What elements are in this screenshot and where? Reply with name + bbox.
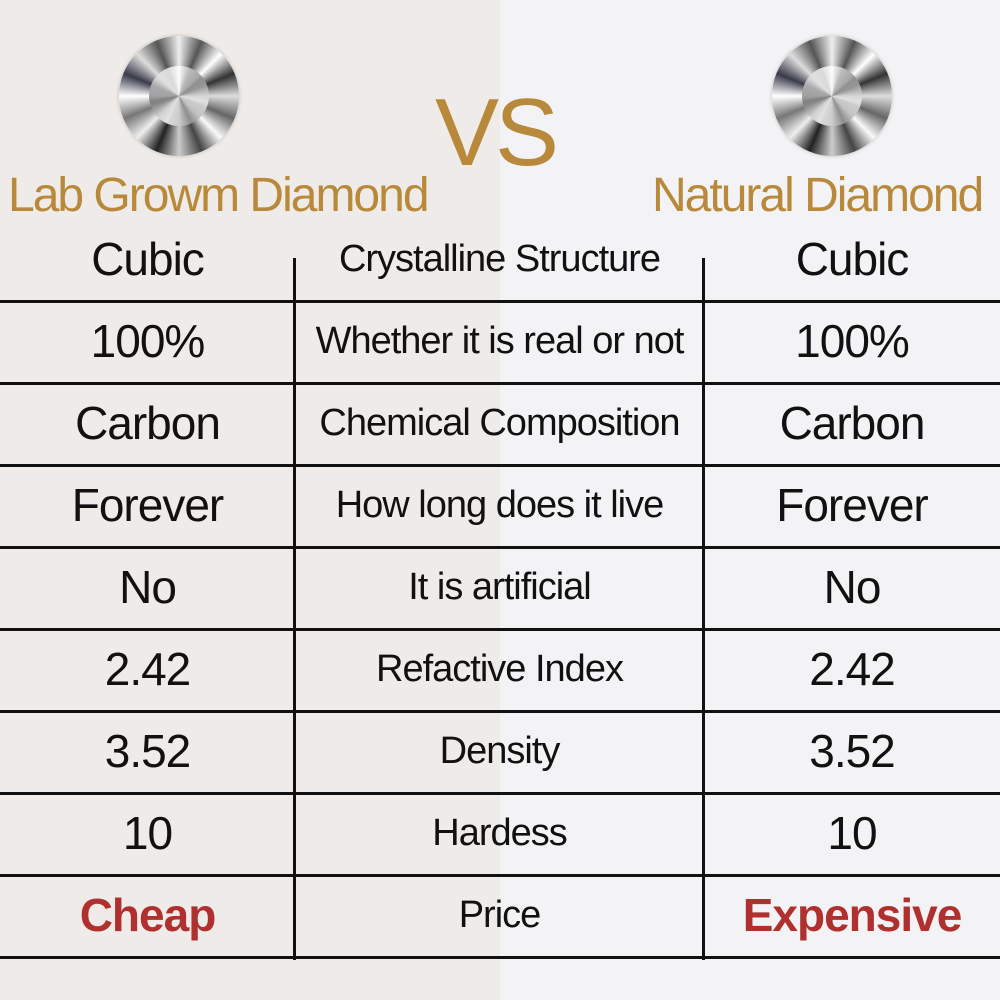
attribute-label: It is artificial (408, 565, 591, 608)
table-row: 3.52 Density 3.52 (0, 710, 1000, 795)
table-row: 100% Whether it is real or not 100% (0, 300, 1000, 385)
vs-label: VS (435, 79, 559, 186)
table-row: No It is artificial No (0, 546, 1000, 631)
attribute-label: How long does it live (335, 483, 665, 526)
natural-value: 2.42 (809, 643, 896, 695)
table-row: 2.42 Refactive Index 2.42 (0, 628, 1000, 713)
lab-value: 100% (90, 315, 206, 367)
lab-diamond-image (119, 36, 239, 156)
left-background (0, 0, 500, 1000)
attribute-label: Crystalline Structure (338, 237, 661, 280)
natural-title: Natural Diamond (652, 169, 984, 222)
natural-diamond-image (772, 36, 892, 156)
lab-grown-title: Lab Growm Diamond (8, 169, 430, 222)
lab-value: Cubic (91, 233, 205, 285)
table-row: Cubic Crystalline Structure Cubic (0, 218, 1000, 303)
lab-value: Cheap (79, 889, 217, 941)
table-row: Cheap Price Expensive (0, 874, 1000, 959)
attribute-label: Hardess (432, 811, 568, 854)
natural-value: 10 (827, 807, 877, 859)
lab-value: No (119, 561, 177, 613)
table-row: Carbon Chemical Composition Carbon (0, 382, 1000, 467)
lab-value: 3.52 (104, 725, 192, 777)
attribute-label: Refactive Index (376, 647, 624, 690)
lab-value: Forever (71, 479, 224, 531)
table-row: Forever How long does it live Forever (0, 464, 1000, 549)
natural-value: 100% (795, 315, 910, 367)
attribute-label: Price (458, 893, 542, 936)
attribute-label: Whether it is real or not (315, 319, 685, 362)
natural-value: Cubic (795, 233, 910, 285)
column-divider (702, 258, 705, 960)
natural-value: 3.52 (809, 725, 896, 777)
table-row: 10 Hardess 10 (0, 792, 1000, 877)
attribute-label: Chemical Composition (319, 401, 680, 444)
natural-value: Carbon (779, 397, 926, 449)
natural-value: Expensive (742, 889, 963, 941)
lab-value: 10 (122, 807, 173, 859)
lab-value: Carbon (75, 397, 221, 449)
attribute-label: Density (439, 729, 561, 772)
natural-value: Forever (776, 479, 928, 531)
column-divider (293, 258, 296, 960)
natural-value: No (823, 561, 882, 613)
lab-value: 2.42 (104, 643, 192, 695)
